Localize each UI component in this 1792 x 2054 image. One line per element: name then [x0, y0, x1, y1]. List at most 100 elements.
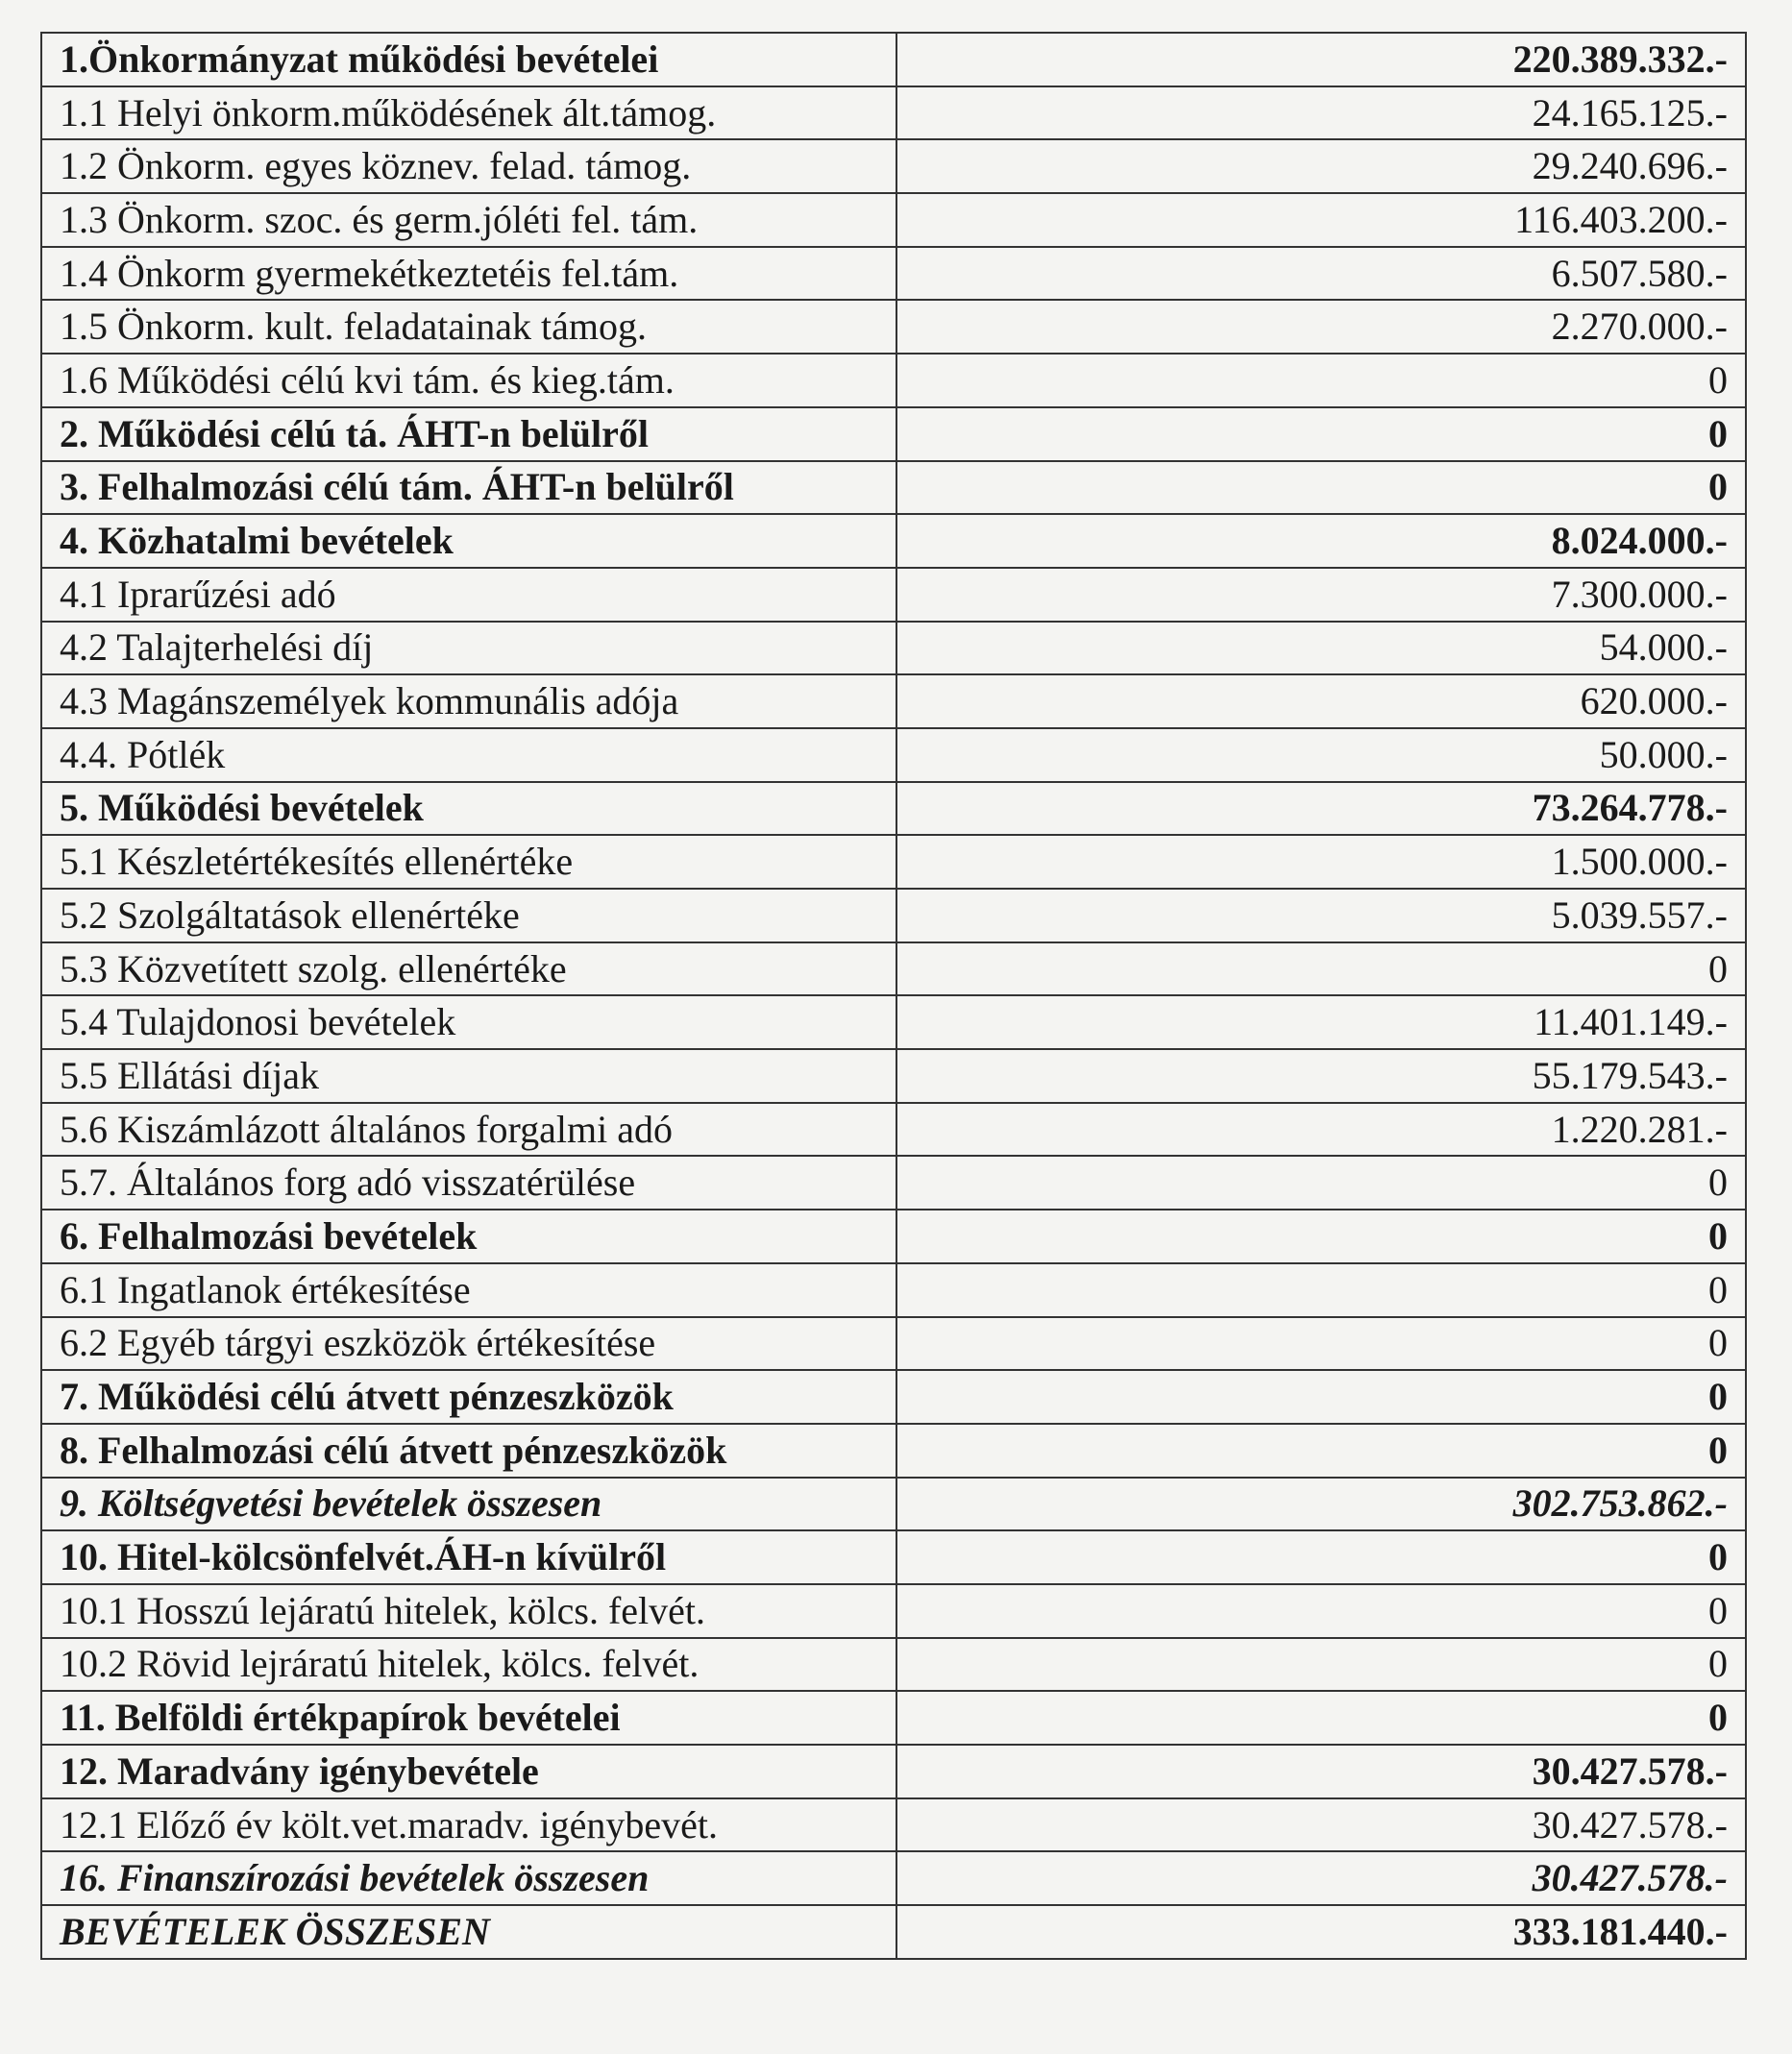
row-value: 0 [896, 1209, 1747, 1264]
revenue-table: 1.Önkormányzat működési bevételei 220.389… [40, 32, 1747, 1960]
row-label: 8. Felhalmozási célú átvett pénzeszközök [40, 1422, 897, 1479]
table-row: BEVÉTELEK ÖSSZESEN 333.181.440.- [40, 1904, 1747, 1960]
row-label: 10.2 Rövid lejráratú hitelek, kölcs. fel… [40, 1636, 897, 1693]
row-label: 4.4. Pótlék [40, 726, 897, 783]
table-row: 12. Maradvány igénybevétele 30.427.578.- [40, 1744, 1747, 1799]
row-label: 6. Felhalmozási bevételek [40, 1209, 897, 1264]
row-value: 30.427.578.- [896, 1744, 1747, 1799]
row-label: 5.6 Kiszámlázott általános forgalmi adó [40, 1101, 897, 1158]
table-row: 5.7. Általános forg adó visszatérülése 0 [40, 1155, 1747, 1211]
row-value: 30.427.578.- [896, 1850, 1747, 1907]
row-value: 30.427.578.- [896, 1797, 1747, 1853]
table-row: 4. Közhatalmi bevételek 8.024.000.- [40, 513, 1747, 569]
table-row: 8. Felhalmozási célú átvett pénzeszközök… [40, 1422, 1747, 1479]
table-row: 5.1 Készletértékesítés ellenértéke 1.500.… [40, 834, 1747, 890]
row-label: 10.1 Hosszú lejáratú hitelek, kölcs. fel… [40, 1582, 897, 1639]
row-value: 5.039.557.- [896, 888, 1747, 943]
table-row: 10. Hitel-kölcsönfelvét.ÁH-n kívülről 0 [40, 1529, 1747, 1585]
row-label: 9. Költségvetési bevételek összesen [40, 1476, 897, 1532]
table-row: 2. Működési célú tá. ÁHT-n belülről 0 [40, 405, 1747, 462]
table-row: 1.6 Működési célú kvi tám. és kieg.tám. 0 [40, 353, 1747, 408]
row-value: 8.024.000.- [896, 513, 1747, 569]
row-value: 0 [896, 1155, 1747, 1211]
row-value: 0 [896, 405, 1747, 462]
table-row: 4.4. Pótlék 50.000.- [40, 726, 1747, 783]
row-label: 11. Belföldi értékpapírok bevételei [40, 1690, 897, 1746]
row-value: 116.403.200.- [896, 192, 1747, 248]
row-value: 0 [896, 1690, 1747, 1746]
table-row: 1.4 Önkorm gyermekétkeztetéis fel.tám. 6.… [40, 245, 1747, 302]
table-row: 5.3 Közvetített szolg. ellenértéke 0 [40, 941, 1747, 997]
row-label: 5.2 Szolgáltatások ellenértéke [40, 888, 897, 943]
table-row: 4.1 Iprarűzési adó 7.300.000.- [40, 566, 1747, 623]
row-label: 4.3 Magánszemélyek kommunális adója [40, 673, 897, 729]
row-label: 4.1 Iprarűzési adó [40, 566, 897, 623]
row-value: 6.507.580.- [896, 245, 1747, 302]
row-label: BEVÉTELEK ÖSSZESEN [40, 1904, 897, 1960]
row-value: 0 [896, 1261, 1747, 1318]
table-row: 1.2 Önkorm. egyes köznev. felad. támog. 2… [40, 138, 1747, 195]
row-value: 0 [896, 1369, 1747, 1425]
row-label: 1.6 Működési célú kvi tám. és kieg.tám. [40, 353, 897, 408]
table-row: 5.5 Ellátási díjak 55.179.543.- [40, 1048, 1747, 1104]
row-label: 10. Hitel-kölcsönfelvét.ÁH-n kívülről [40, 1529, 897, 1585]
row-label: 1.3 Önkorm. szoc. és germ.jóléti fel. tá… [40, 192, 897, 248]
row-label: 6.1 Ingatlanok értékesítése [40, 1261, 897, 1318]
row-label: 5.4 Tulajdonosi bevételek [40, 994, 897, 1051]
row-value: 0 [896, 1529, 1747, 1585]
table-row: 16. Finanszírozási bevételek összesen 30.… [40, 1850, 1747, 1907]
row-label: 12. Maradvány igénybevétele [40, 1744, 897, 1799]
row-value: 7.300.000.- [896, 566, 1747, 623]
row-label: 1.2 Önkorm. egyes köznev. felad. támog. [40, 138, 897, 195]
row-label: 7. Működési célú átvett pénzeszközök [40, 1369, 897, 1425]
row-label: 2. Működési célú tá. ÁHT-n belülről [40, 405, 897, 462]
row-value: 0 [896, 459, 1747, 516]
row-value: 29.240.696.- [896, 138, 1747, 195]
row-value: 11.401.149.- [896, 994, 1747, 1051]
row-value: 54.000.- [896, 620, 1747, 676]
table-row: 5.4 Tulajdonosi bevételek 11.401.149.- [40, 994, 1747, 1051]
row-value: 220.389.332.- [896, 32, 1747, 87]
row-value: 0 [896, 941, 1747, 997]
table-row: 4.2 Talajterhelési díj 54.000.- [40, 620, 1747, 676]
row-label: 6.2 Egyéb tárgyi eszközök értékesítése [40, 1315, 897, 1372]
table-row: 6. Felhalmozási bevételek 0 [40, 1209, 1747, 1264]
row-value: 0 [896, 353, 1747, 408]
row-value: 24.165.125.- [896, 85, 1747, 141]
row-value: 0 [896, 1636, 1747, 1693]
row-label: 4.2 Talajterhelési díj [40, 620, 897, 676]
row-label: 4. Közhatalmi bevételek [40, 513, 897, 569]
table-row: 5.2 Szolgáltatások ellenértéke 5.039.557.… [40, 888, 1747, 943]
row-value: 73.264.778.- [896, 780, 1747, 837]
table-row: 10.1 Hosszú lejáratú hitelek, kölcs. fel… [40, 1582, 1747, 1639]
table-row: 7. Működési célú átvett pénzeszközök 0 [40, 1369, 1747, 1425]
table-row: 1.1 Helyi önkorm.működésének ált.támog. 2… [40, 85, 1747, 141]
table-row: 1.5 Önkorm. kult. feladatainak támog. 2.2… [40, 299, 1747, 355]
row-label: 5.7. Általános forg adó visszatérülése [40, 1155, 897, 1211]
table-row: 5. Működési bevételek 73.264.778.- [40, 780, 1747, 837]
row-value: 0 [896, 1315, 1747, 1372]
table-row: 1.3 Önkorm. szoc. és germ.jóléti fel. tá… [40, 192, 1747, 248]
table-row: 4.3 Magánszemélyek kommunális adója 620.0… [40, 673, 1747, 729]
row-label: 1.1 Helyi önkorm.működésének ált.támog. [40, 85, 897, 141]
row-label: 5.5 Ellátási díjak [40, 1048, 897, 1104]
table-row: 6.2 Egyéb tárgyi eszközök értékesítése 0 [40, 1315, 1747, 1372]
table-row: 10.2 Rövid lejráratú hitelek, kölcs. fel… [40, 1636, 1747, 1693]
row-value: 1.220.281.- [896, 1101, 1747, 1158]
row-label: 12.1 Előző év költ.vet.maradv. igénybevé… [40, 1797, 897, 1853]
revenue-table-body: 1.Önkormányzat működési bevételei 220.389… [40, 32, 1747, 1960]
row-label: 16. Finanszírozási bevételek összesen [40, 1850, 897, 1907]
row-label: 5. Működési bevételek [40, 780, 897, 837]
row-label: 1.Önkormányzat működési bevételei [40, 32, 897, 87]
table-row: 3. Felhalmozási célú tám. ÁHT-n belülről… [40, 459, 1747, 516]
table-row: 1.Önkormányzat működési bevételei 220.389… [40, 32, 1747, 87]
row-label: 3. Felhalmozási célú tám. ÁHT-n belülről [40, 459, 897, 516]
table-row: 5.6 Kiszámlázott általános forgalmi adó 1… [40, 1101, 1747, 1158]
row-value: 620.000.- [896, 673, 1747, 729]
row-value: 0 [896, 1422, 1747, 1479]
row-label: 5.1 Készletértékesítés ellenértéke [40, 834, 897, 890]
table-row: 12.1 Előző év költ.vet.maradv. igénybevé… [40, 1797, 1747, 1853]
table-row: 9. Költségvetési bevételek összesen 302.7… [40, 1476, 1747, 1532]
row-value: 333.181.440.- [896, 1904, 1747, 1960]
row-value: 302.753.862.- [896, 1476, 1747, 1532]
